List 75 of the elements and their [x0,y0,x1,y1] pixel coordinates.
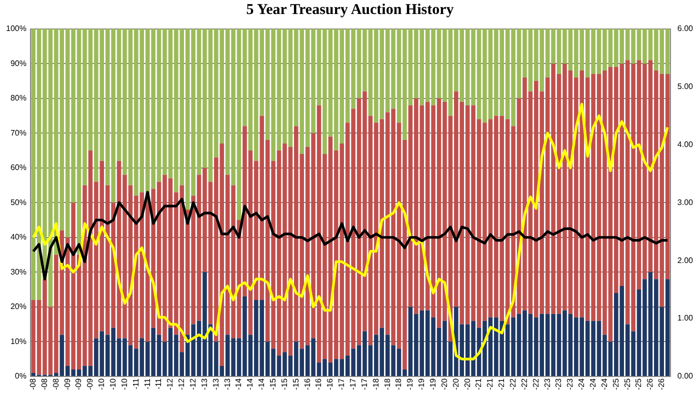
x-tick-label: -13 [211,378,220,390]
x-tick-label: -11 [142,378,152,390]
x-tick-label: -22 [531,378,540,390]
x-tick-label: -17 [360,378,369,390]
x-tick-label: -20 [462,378,472,390]
y-tick-label: 70% [10,128,26,138]
x-tick-label: -24 [577,378,586,390]
y-tick-label: 40% [10,232,26,242]
x-tick-label: -26 [646,378,655,390]
x-tick-label: -22 [508,378,518,390]
x-tick-label: -24 [588,378,598,390]
x-tick-label: -21 [497,378,506,390]
x-tick-label: -18 [371,378,380,390]
y-tick-label: 100% [6,24,26,34]
y-tick-label: 50% [10,198,26,207]
x-tick-label: -15 [280,378,289,390]
x-tick-label: -25 [634,378,644,390]
y2-tick-label: 4.00 [677,140,694,149]
x-tick-label: -19 [406,378,415,390]
x-tick-label: -12 [188,378,198,390]
x-tick-label: -25 [611,378,620,390]
x-tick-label: -17 [348,378,358,390]
y-tick-label: 90% [10,58,26,68]
x-tick-label: -14 [234,378,244,390]
x-tick-label: -18 [394,378,404,390]
x-tick-label: -10 [108,378,118,390]
x-tick-label: -14 [246,378,255,390]
x-tick-label: -26 [657,378,666,390]
x-tick-label: -14 [257,378,266,390]
y2-tick-label: 1.00 [677,314,694,323]
y2-tick-label: 5.00 [677,82,694,91]
y-tick-label: 10% [10,336,26,346]
x-tick-label: -12 [177,378,186,390]
x-tick-label: -08 [40,378,49,390]
x-tick-label: -19 [428,378,438,390]
x-tick-label: -24 [600,378,609,390]
x-tick-label: -23 [566,378,575,390]
x-tick-label: -20 [440,378,449,390]
x-tick-label: -16 [326,378,335,390]
x-tick-label: -23 [542,378,552,390]
x-tick-label: -16 [314,378,324,390]
y-tick-label: 20% [10,302,26,312]
y-tick-label: 60% [10,163,26,172]
x-tick-label: -15 [291,378,300,390]
y-tick-label: 0% [14,372,26,381]
x-tick-label: -09 [86,378,95,390]
x-tick-label: -08 [51,378,60,390]
x-tick-label: -13 [222,378,232,390]
x-tick-label: -17 [337,378,346,390]
x-tick-label: -12 [166,378,175,390]
x-tick-label: -18 [382,378,392,390]
x-tick-label: -08 [28,378,38,390]
x-tick-label: -16 [302,378,312,390]
y2-tick-label: 3.00 [677,198,694,207]
x-tick-label: -21 [486,378,495,390]
x-tick-label: -23 [554,378,564,390]
x-tick-label: -25 [622,378,632,390]
y-tick-label: 80% [10,94,26,103]
chart-title: 5 Year Treasury Auction History [245,1,455,20]
x-tick-label: -21 [474,378,484,390]
x-tick-label: -20 [451,378,460,390]
y2-tick-label: 0.00 [677,372,694,381]
y-tick-label: 30% [10,267,26,276]
x-tick-label: -22 [520,378,529,390]
x-tick-label: -09 [74,378,84,390]
y2-tick-label: 2.00 [677,256,694,265]
x-tick-label: -19 [417,378,426,390]
x-tick-label: -11 [131,378,140,390]
x-tick-label: -15 [268,378,278,390]
x-tick-label: -11 [154,378,164,390]
y2-tick-label: 6.00 [677,24,694,34]
x-tick-label: -13 [200,378,209,390]
x-tick-label: -10 [120,378,129,390]
x-tick-label: -09 [62,378,72,390]
x-tick-label: -10 [97,378,106,390]
